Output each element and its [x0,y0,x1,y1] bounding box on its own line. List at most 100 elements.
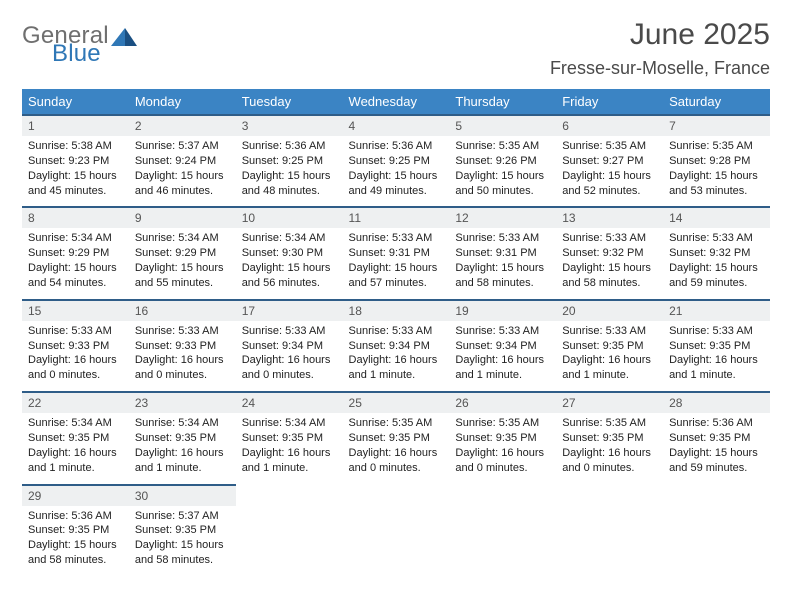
sunset-line: Sunset: 9:32 PM [562,246,657,261]
sunset-line: Sunset: 9:29 PM [135,246,230,261]
daylight-line: Daylight: 15 hours and 54 minutes. [28,261,123,291]
day-cell: 26Sunrise: 5:35 AMSunset: 9:35 PMDayligh… [449,391,556,483]
day-cell: 28Sunrise: 5:36 AMSunset: 9:35 PMDayligh… [663,391,770,483]
daylight-line: Daylight: 15 hours and 53 minutes. [669,169,764,199]
day-cell: 5Sunrise: 5:35 AMSunset: 9:26 PMDaylight… [449,114,556,206]
sunset-line: Sunset: 9:33 PM [135,339,230,354]
day-body: Sunrise: 5:36 AMSunset: 9:25 PMDaylight:… [343,136,450,206]
sunset-line: Sunset: 9:35 PM [135,523,230,538]
daylight-line: Daylight: 16 hours and 1 minute. [242,446,337,476]
calendar-header-row: SundayMondayTuesdayWednesdayThursdayFrid… [22,89,770,114]
day-cell: 9Sunrise: 5:34 AMSunset: 9:29 PMDaylight… [129,206,236,298]
day-cell: 29Sunrise: 5:36 AMSunset: 9:35 PMDayligh… [22,484,129,576]
day-body: Sunrise: 5:33 AMSunset: 9:34 PMDaylight:… [449,321,556,391]
daylight-line: Daylight: 15 hours and 52 minutes. [562,169,657,199]
day-body: Sunrise: 5:34 AMSunset: 9:29 PMDaylight:… [129,228,236,298]
sunrise-line: Sunrise: 5:35 AM [669,139,764,154]
daylight-line: Daylight: 16 hours and 1 minute. [135,446,230,476]
sunset-line: Sunset: 9:29 PM [28,246,123,261]
day-number: 29 [22,486,129,506]
day-body: Sunrise: 5:33 AMSunset: 9:35 PMDaylight:… [663,321,770,391]
day-cell: 11Sunrise: 5:33 AMSunset: 9:31 PMDayligh… [343,206,450,298]
daylight-line: Daylight: 16 hours and 1 minute. [562,353,657,383]
day-body: Sunrise: 5:35 AMSunset: 9:28 PMDaylight:… [663,136,770,206]
sunset-line: Sunset: 9:35 PM [669,431,764,446]
sunrise-line: Sunrise: 5:33 AM [135,324,230,339]
day-number: 8 [22,208,129,228]
day-body: Sunrise: 5:33 AMSunset: 9:35 PMDaylight:… [556,321,663,391]
sunset-line: Sunset: 9:25 PM [242,154,337,169]
daylight-line: Daylight: 15 hours and 56 minutes. [242,261,337,291]
sunset-line: Sunset: 9:35 PM [242,431,337,446]
day-number: 15 [22,301,129,321]
week-row: 29Sunrise: 5:36 AMSunset: 9:35 PMDayligh… [22,484,770,576]
day-body: Sunrise: 5:33 AMSunset: 9:34 PMDaylight:… [343,321,450,391]
sunset-line: Sunset: 9:27 PM [562,154,657,169]
day-number: 28 [663,393,770,413]
day-number: 1 [22,116,129,136]
day-cell [663,484,770,576]
sunrise-line: Sunrise: 5:36 AM [349,139,444,154]
day-number: 20 [556,301,663,321]
day-cell: 17Sunrise: 5:33 AMSunset: 9:34 PMDayligh… [236,299,343,391]
weekday-header: Thursday [449,89,556,114]
day-number: 25 [343,393,450,413]
daylight-line: Daylight: 15 hours and 55 minutes. [135,261,230,291]
sunset-line: Sunset: 9:35 PM [455,431,550,446]
day-cell [449,484,556,576]
sunset-line: Sunset: 9:33 PM [28,339,123,354]
day-number: 14 [663,208,770,228]
sunset-line: Sunset: 9:31 PM [455,246,550,261]
sunrise-line: Sunrise: 5:33 AM [669,231,764,246]
sunset-line: Sunset: 9:28 PM [669,154,764,169]
day-number: 27 [556,393,663,413]
month-title: June 2025 [550,18,770,52]
sunrise-line: Sunrise: 5:33 AM [349,324,444,339]
weekday-header: Tuesday [236,89,343,114]
week-row: 1Sunrise: 5:38 AMSunset: 9:23 PMDaylight… [22,114,770,206]
sunrise-line: Sunrise: 5:35 AM [349,416,444,431]
day-body: Sunrise: 5:37 AMSunset: 9:24 PMDaylight:… [129,136,236,206]
day-body: Sunrise: 5:34 AMSunset: 9:30 PMDaylight:… [236,228,343,298]
logo: General Blue [22,24,137,66]
sunset-line: Sunset: 9:35 PM [562,431,657,446]
day-number: 22 [22,393,129,413]
day-cell: 6Sunrise: 5:35 AMSunset: 9:27 PMDaylight… [556,114,663,206]
day-cell: 15Sunrise: 5:33 AMSunset: 9:33 PMDayligh… [22,299,129,391]
week-row: 22Sunrise: 5:34 AMSunset: 9:35 PMDayligh… [22,391,770,483]
day-cell: 14Sunrise: 5:33 AMSunset: 9:32 PMDayligh… [663,206,770,298]
day-body: Sunrise: 5:34 AMSunset: 9:35 PMDaylight:… [129,413,236,483]
daylight-line: Daylight: 15 hours and 49 minutes. [349,169,444,199]
day-cell: 18Sunrise: 5:33 AMSunset: 9:34 PMDayligh… [343,299,450,391]
day-cell: 23Sunrise: 5:34 AMSunset: 9:35 PMDayligh… [129,391,236,483]
day-number: 17 [236,301,343,321]
daylight-line: Daylight: 15 hours and 50 minutes. [455,169,550,199]
logo-word-2: Blue [52,42,137,66]
daylight-line: Daylight: 15 hours and 46 minutes. [135,169,230,199]
daylight-line: Daylight: 15 hours and 45 minutes. [28,169,123,199]
sunrise-line: Sunrise: 5:34 AM [28,416,123,431]
sunrise-line: Sunrise: 5:37 AM [135,139,230,154]
day-number: 5 [449,116,556,136]
day-number: 11 [343,208,450,228]
day-body: Sunrise: 5:35 AMSunset: 9:35 PMDaylight:… [343,413,450,483]
daylight-line: Daylight: 16 hours and 0 minutes. [242,353,337,383]
daylight-line: Daylight: 16 hours and 0 minutes. [28,353,123,383]
day-body: Sunrise: 5:34 AMSunset: 9:29 PMDaylight:… [22,228,129,298]
daylight-line: Daylight: 16 hours and 0 minutes. [349,446,444,476]
sunrise-line: Sunrise: 5:34 AM [135,231,230,246]
day-cell: 16Sunrise: 5:33 AMSunset: 9:33 PMDayligh… [129,299,236,391]
sunrise-line: Sunrise: 5:37 AM [135,509,230,524]
day-cell: 20Sunrise: 5:33 AMSunset: 9:35 PMDayligh… [556,299,663,391]
day-cell: 30Sunrise: 5:37 AMSunset: 9:35 PMDayligh… [129,484,236,576]
weekday-header: Monday [129,89,236,114]
daylight-line: Daylight: 15 hours and 48 minutes. [242,169,337,199]
day-body: Sunrise: 5:35 AMSunset: 9:27 PMDaylight:… [556,136,663,206]
day-body: Sunrise: 5:33 AMSunset: 9:31 PMDaylight:… [343,228,450,298]
daylight-line: Daylight: 15 hours and 58 minutes. [455,261,550,291]
day-number: 10 [236,208,343,228]
daylight-line: Daylight: 16 hours and 1 minute. [669,353,764,383]
sunset-line: Sunset: 9:24 PM [135,154,230,169]
sunset-line: Sunset: 9:35 PM [28,431,123,446]
day-cell: 22Sunrise: 5:34 AMSunset: 9:35 PMDayligh… [22,391,129,483]
